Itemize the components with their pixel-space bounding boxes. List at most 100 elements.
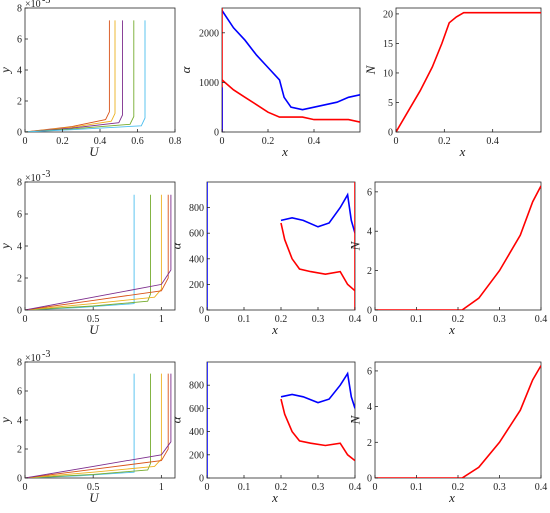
y-axis-exponent: -3 (42, 0, 50, 6)
x-tick-label: 0.2 (262, 136, 275, 147)
x-tick-label: 0.3 (312, 482, 325, 493)
panel-r2c3: 0 0.1 0.2 0.3 0.4 0 2 4 6 x N (348, 181, 548, 337)
y-tick-label: 2 (367, 266, 372, 277)
plot-frame (395, 7, 542, 133)
panel-r2c1: 0 0.5 1 0 2 4 6 8 Uy ×10-3 (0, 169, 176, 337)
plot-frame (24, 181, 176, 311)
y-axis-exponent: -3 (42, 349, 50, 360)
y-tick-label: 1000 (199, 78, 219, 89)
x-tick-label: 1 (159, 314, 164, 325)
series-line-2 (25, 20, 123, 132)
x-tick-label: 0 (23, 136, 28, 147)
panel-r1c2: 0 0.2 0.4 0 1000 2000 x α (178, 7, 361, 159)
x-tick-label: 0.3 (493, 314, 506, 325)
series-line-1 (280, 398, 355, 462)
y-tick-label: 0 (367, 306, 372, 317)
plot-frame (374, 361, 542, 479)
y-tick-label: 4 (17, 242, 22, 253)
x-tick-label: 0.3 (493, 482, 506, 493)
series-group (375, 185, 541, 310)
y-tick-label: 0 (17, 306, 22, 317)
y-tick-label: 6 (17, 35, 22, 46)
y-tick-label: 4 (17, 66, 22, 77)
x-tick-label: 0 (23, 314, 28, 325)
x-tick-label: 0.1 (410, 314, 423, 325)
y-axis-label: y (0, 417, 13, 425)
plot-frame (206, 181, 356, 311)
series-line-1 (25, 194, 151, 310)
y-axis-multiplier: ×10 (25, 0, 41, 10)
series-group (222, 8, 360, 132)
y-axis-label: α (169, 415, 184, 423)
x-tick-label: 0.6 (131, 136, 144, 147)
y-tick-label: 4 (367, 227, 372, 238)
y-tick-label: 800 (189, 381, 204, 392)
x-axis-label: x (448, 490, 455, 505)
plot-frame (206, 361, 356, 479)
x-tick-label: 0 (373, 314, 378, 325)
x-axis-label: x (281, 144, 288, 159)
y-tick-label: 8 (17, 358, 22, 369)
x-tick-label: 0.4 (94, 136, 107, 147)
x-tick-label: 0 (220, 136, 225, 147)
y-axis-multiplier: ×10 (25, 353, 41, 364)
panel-r1c3: 0 0.2 0.4 0 5 10 15 20 x N (363, 7, 542, 159)
x-axis-label: x (271, 322, 278, 337)
y-tick-label: 400 (189, 427, 204, 438)
panel-r3c3: 0 0.1 0.2 0.3 0.4 0 2 4 6 x N (348, 361, 547, 505)
x-tick-label: 0.2 (452, 482, 465, 493)
y-tick-label: 0 (367, 474, 372, 485)
y-tick-label: 0 (388, 128, 393, 139)
x-axis-label: U (89, 144, 100, 159)
series-group (25, 194, 172, 310)
y-tick-label: 5 (388, 98, 393, 109)
series-line-0 (280, 192, 355, 234)
y-tick-label: 10 (383, 68, 393, 79)
x-tick-label: 0 (205, 482, 210, 493)
y-tick-label: 600 (189, 404, 204, 415)
x-axis-label: x (271, 490, 278, 505)
series-line-3 (25, 373, 169, 478)
series-line-4 (25, 373, 172, 478)
x-tick-label: 0.1 (238, 314, 251, 325)
x-tick-label: 0 (373, 482, 378, 493)
y-tick-label: 0 (214, 128, 219, 139)
series-line-0 (375, 365, 541, 478)
x-tick-label: 0.1 (410, 482, 423, 493)
x-tick-label: 0.4 (535, 314, 548, 325)
y-tick-label: 2 (17, 274, 22, 285)
x-tick-label: 0.3 (312, 314, 325, 325)
panel-r3c1: 0 0.5 1 0 2 4 6 8 Uy ×10-3 (0, 349, 176, 505)
x-tick-label: 0.2 (275, 314, 288, 325)
x-tick-label: 0.4 (486, 136, 499, 147)
y-tick-label: 600 (189, 229, 204, 240)
plot-frame (374, 181, 542, 311)
x-axis-label: U (89, 322, 100, 337)
y-tick-label: 4 (367, 402, 372, 413)
series-group (25, 20, 146, 132)
y-tick-label: 8 (17, 178, 22, 189)
y-axis-exponent: -3 (42, 169, 50, 180)
panel-r2c2: 0 0.1 0.2 0.3 0.4 0 200 400 600 800 x α (169, 181, 361, 337)
x-axis-label: x (459, 144, 466, 159)
x-tick-label: 0.2 (275, 482, 288, 493)
y-tick-label: 6 (367, 366, 372, 377)
y-tick-label: 6 (17, 387, 22, 398)
x-tick-label: 1 (159, 482, 164, 493)
series-group (207, 182, 355, 310)
y-axis-multiplier: ×10 (25, 173, 41, 184)
y-tick-label: 6 (367, 187, 372, 198)
y-tick-label: 20 (383, 9, 393, 20)
y-tick-label: 2 (17, 97, 22, 108)
series-line-3 (25, 194, 169, 310)
y-axis-label: α (169, 241, 184, 249)
x-tick-label: 0 (394, 136, 399, 147)
y-axis-label: N (363, 64, 378, 75)
y-tick-label: 0 (17, 128, 22, 139)
series-group (396, 11, 541, 132)
series-group (207, 362, 355, 478)
plot-frame (221, 7, 361, 133)
series-line-4 (25, 20, 146, 132)
x-tick-label: 0.4 (349, 482, 362, 493)
